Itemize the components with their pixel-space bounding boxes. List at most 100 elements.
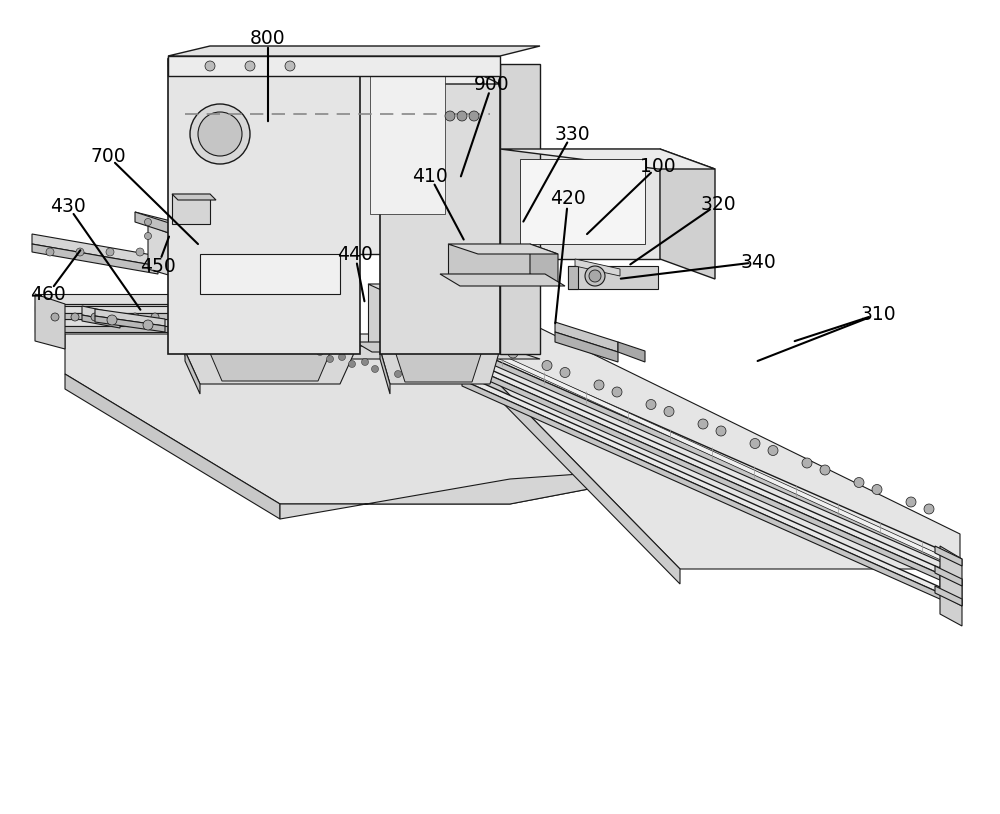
Polygon shape xyxy=(95,316,165,332)
Polygon shape xyxy=(380,349,390,394)
Polygon shape xyxy=(172,194,210,224)
Text: 450: 450 xyxy=(140,256,176,275)
Circle shape xyxy=(198,112,242,156)
Polygon shape xyxy=(185,351,355,384)
Circle shape xyxy=(144,233,152,239)
Circle shape xyxy=(171,313,179,321)
Circle shape xyxy=(107,315,117,325)
Polygon shape xyxy=(935,546,962,566)
Circle shape xyxy=(508,348,518,358)
Polygon shape xyxy=(448,244,530,274)
Polygon shape xyxy=(618,342,645,362)
Polygon shape xyxy=(462,374,960,602)
Polygon shape xyxy=(135,212,228,252)
Polygon shape xyxy=(35,326,280,332)
Polygon shape xyxy=(500,149,715,169)
Polygon shape xyxy=(455,354,958,582)
Circle shape xyxy=(854,478,864,488)
Circle shape xyxy=(646,400,656,409)
Polygon shape xyxy=(35,306,280,313)
Polygon shape xyxy=(185,351,200,394)
Polygon shape xyxy=(450,340,955,568)
Circle shape xyxy=(191,313,199,321)
Circle shape xyxy=(906,497,916,507)
Text: 700: 700 xyxy=(90,147,126,165)
Circle shape xyxy=(594,380,604,390)
Polygon shape xyxy=(172,194,216,200)
Polygon shape xyxy=(530,244,558,284)
Text: 440: 440 xyxy=(337,244,373,264)
Circle shape xyxy=(820,465,830,475)
Polygon shape xyxy=(500,149,660,259)
Polygon shape xyxy=(458,64,500,269)
Polygon shape xyxy=(940,566,962,626)
Polygon shape xyxy=(935,586,962,606)
Circle shape xyxy=(76,248,84,256)
Circle shape xyxy=(490,341,500,351)
Circle shape xyxy=(46,248,54,256)
Circle shape xyxy=(589,270,601,282)
Circle shape xyxy=(542,361,552,370)
Polygon shape xyxy=(200,254,340,294)
Circle shape xyxy=(698,419,708,429)
Circle shape xyxy=(205,61,215,71)
Circle shape xyxy=(131,313,139,321)
Polygon shape xyxy=(500,64,540,354)
Polygon shape xyxy=(380,64,500,354)
Circle shape xyxy=(349,361,356,367)
Polygon shape xyxy=(82,306,120,322)
Circle shape xyxy=(285,61,295,71)
Circle shape xyxy=(326,356,334,362)
Circle shape xyxy=(372,365,378,373)
Polygon shape xyxy=(32,244,158,274)
Polygon shape xyxy=(940,546,962,606)
Circle shape xyxy=(394,370,402,378)
Circle shape xyxy=(445,111,455,121)
Polygon shape xyxy=(450,284,960,569)
Circle shape xyxy=(71,313,79,321)
Circle shape xyxy=(469,111,479,121)
Polygon shape xyxy=(370,74,445,214)
Polygon shape xyxy=(82,315,120,328)
Polygon shape xyxy=(568,266,578,289)
Polygon shape xyxy=(65,374,280,519)
Polygon shape xyxy=(395,351,482,382)
Text: 310: 310 xyxy=(860,304,896,323)
Text: 900: 900 xyxy=(474,75,510,94)
Polygon shape xyxy=(520,159,645,244)
Polygon shape xyxy=(462,380,960,608)
Circle shape xyxy=(768,445,778,456)
Circle shape xyxy=(560,367,570,378)
Circle shape xyxy=(186,229,194,235)
Circle shape xyxy=(664,406,674,417)
Polygon shape xyxy=(35,294,280,304)
Circle shape xyxy=(51,313,59,321)
Polygon shape xyxy=(555,332,618,362)
Text: 800: 800 xyxy=(250,28,286,47)
Text: 100: 100 xyxy=(640,156,676,176)
Circle shape xyxy=(716,426,726,436)
Circle shape xyxy=(362,358,368,365)
Polygon shape xyxy=(660,149,715,279)
Text: 430: 430 xyxy=(50,196,86,216)
Text: 420: 420 xyxy=(550,190,586,208)
Text: 320: 320 xyxy=(700,195,736,213)
Polygon shape xyxy=(35,294,65,349)
Polygon shape xyxy=(35,319,280,326)
Circle shape xyxy=(457,111,467,121)
Polygon shape xyxy=(355,64,500,84)
Polygon shape xyxy=(355,64,458,254)
Circle shape xyxy=(802,458,812,468)
Polygon shape xyxy=(935,566,962,586)
Circle shape xyxy=(241,313,249,321)
Circle shape xyxy=(612,387,622,397)
Circle shape xyxy=(750,439,760,449)
Polygon shape xyxy=(368,284,428,294)
Polygon shape xyxy=(555,322,618,352)
Polygon shape xyxy=(168,46,540,56)
Polygon shape xyxy=(32,234,158,266)
Polygon shape xyxy=(65,334,720,504)
Polygon shape xyxy=(185,346,225,369)
Circle shape xyxy=(144,218,152,225)
Polygon shape xyxy=(280,464,720,519)
